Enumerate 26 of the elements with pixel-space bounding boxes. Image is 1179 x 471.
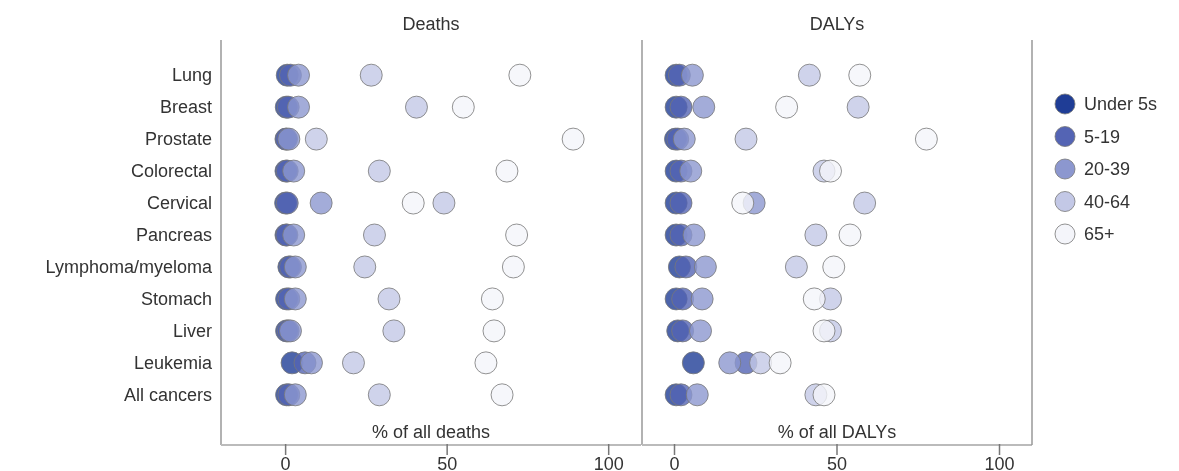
legend-label: 40-64 [1084,191,1131,212]
y-tick-label: Leukemia [133,353,213,374]
x-tick-label: 0 [280,454,291,471]
x-axis-title: % of all deaths [371,422,491,442]
y-tick-label: Pancreas [135,225,212,246]
y-tick-label: Stomach [140,289,212,310]
x-axis-title: % of all DALYs [777,422,897,442]
x-tick-label: 0 [669,454,680,471]
chart-title: Deaths [402,14,460,34]
y-tick-label: Breast [159,97,212,118]
y-tick-label: Prostate [144,129,212,150]
legend-label: 20-39 [1084,159,1131,180]
x-tick-label: 100 [984,454,1015,471]
y-tick-label: Lung [171,65,212,86]
x-tick-label: 100 [593,454,624,471]
x-tick-label: 50 [826,454,848,471]
y-tick-label: Cervical [146,193,212,214]
legend-label: Under 5s [1084,94,1158,115]
y-tick-label: All cancers [123,385,212,406]
legend-label: 5-19 [1084,126,1121,147]
chart-title: DALYs [809,14,865,34]
y-tick-label: Colorectal [130,161,212,182]
x-tick-label: 50 [437,454,458,471]
y-tick-label: Liver [172,321,212,342]
legend-label: 65+ [1084,224,1115,245]
y-tick-label: Lymphoma/myeloma [45,257,213,278]
